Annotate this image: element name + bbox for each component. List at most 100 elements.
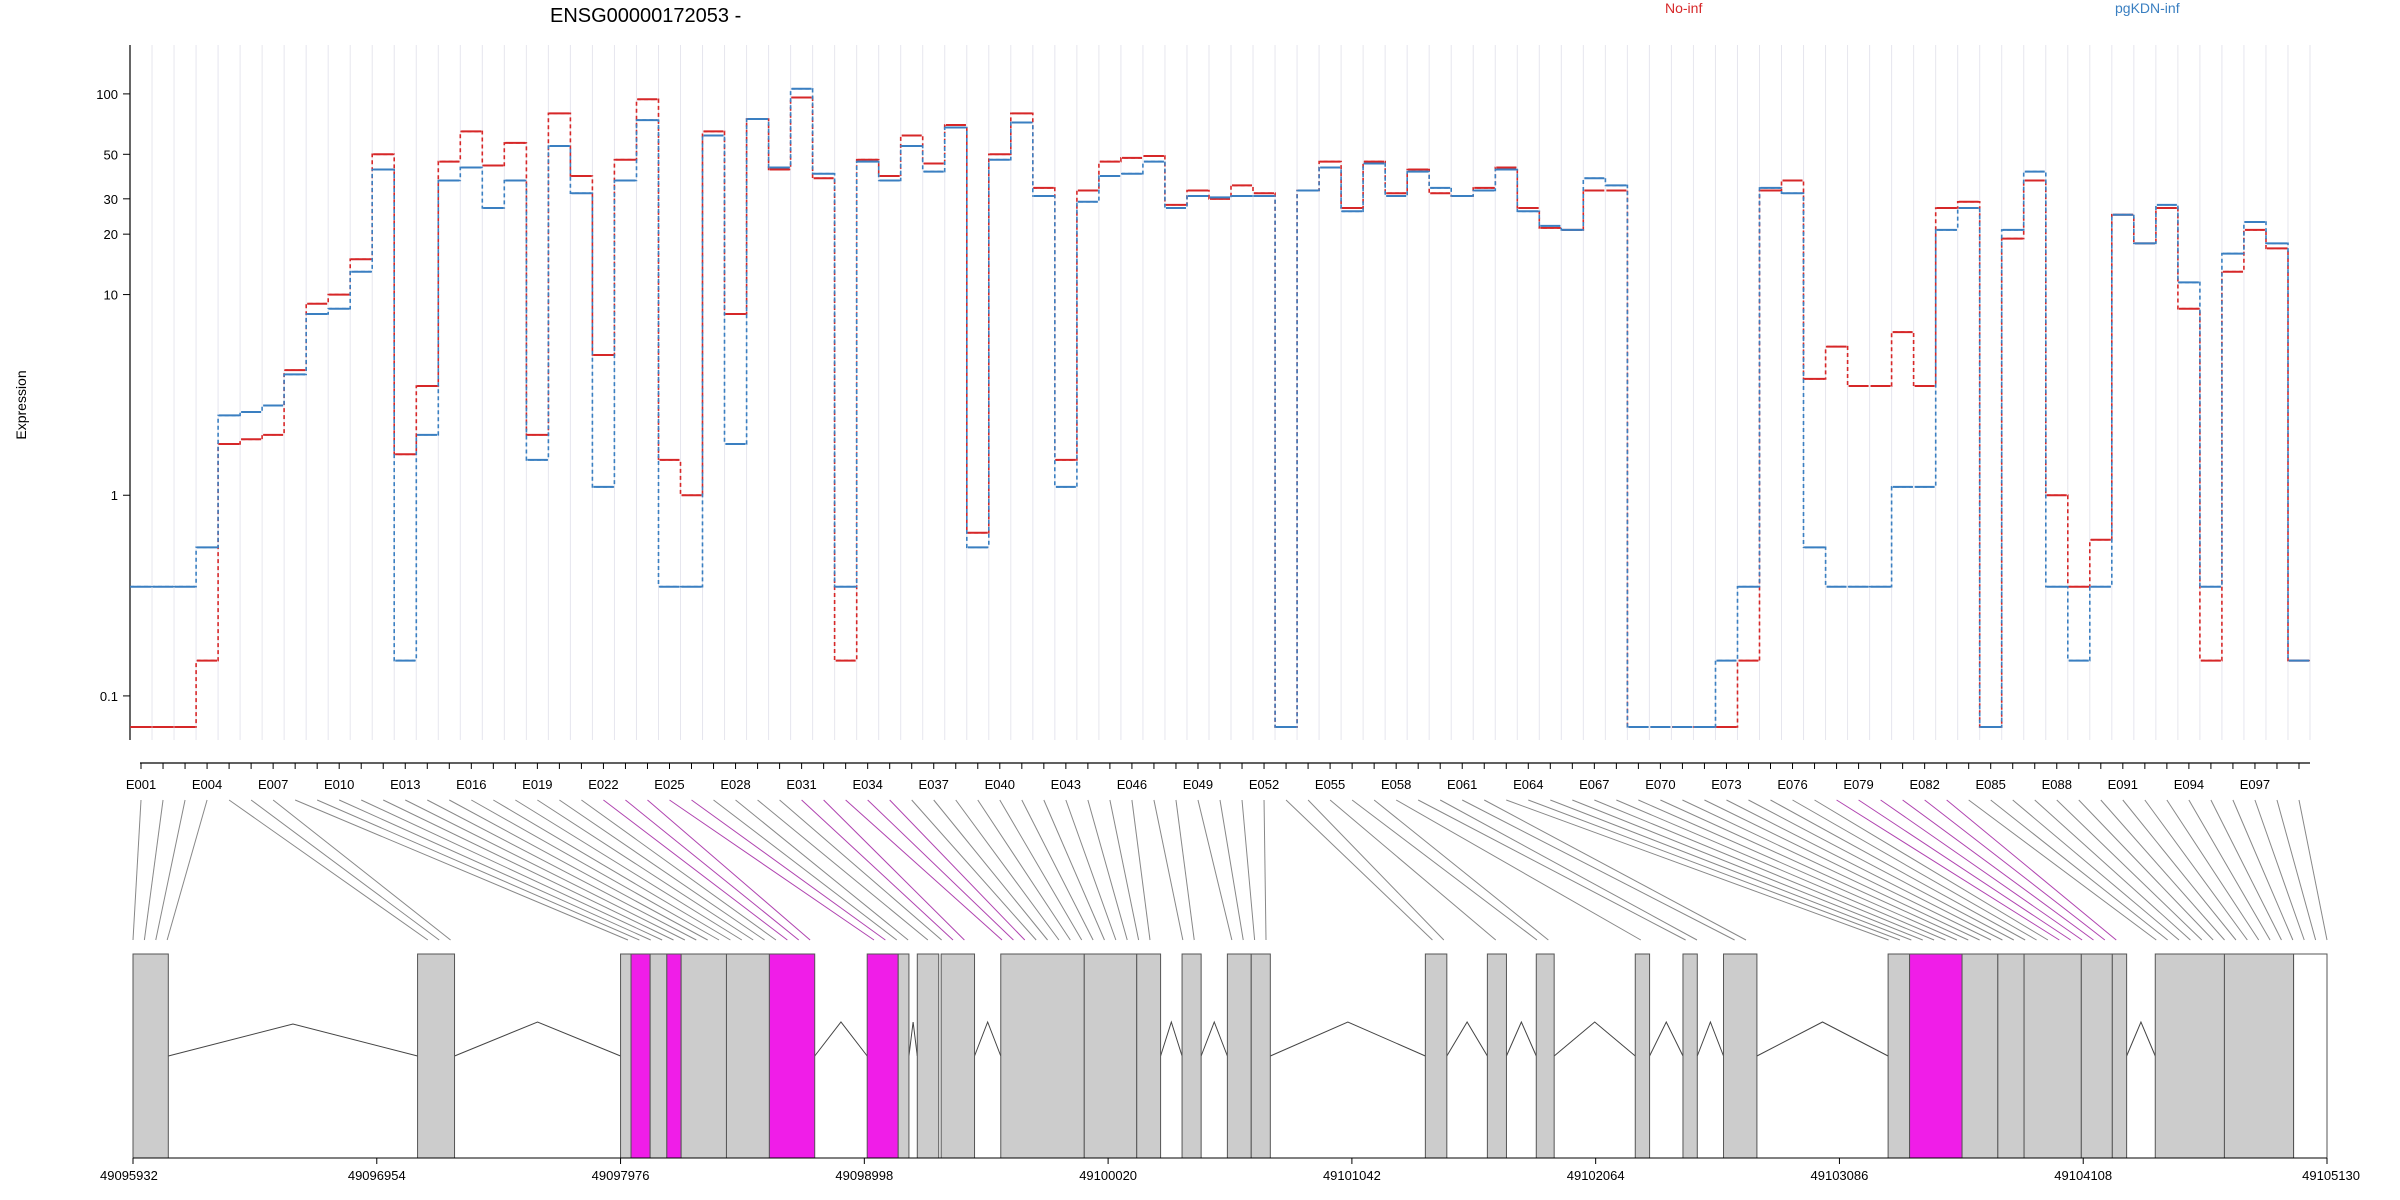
series-lines: [130, 87, 2310, 728]
exon-connector: [1065, 799, 1117, 941]
intron-line: [454, 1021, 621, 1057]
exon-connector: [669, 799, 875, 941]
exon-block: [649, 953, 668, 1159]
y-axis: 0.1 1 10 20 30 50 100: [96, 45, 131, 740]
exon-block: [768, 953, 816, 1159]
intron-line: [1200, 1020, 1228, 1057]
chart-title: ENSG00000172053 -: [550, 5, 741, 27]
exon-connector: [823, 799, 965, 941]
y-tick-label: 0.1: [100, 689, 118, 704]
intron-line: [1553, 1021, 1636, 1057]
exon-label: E070: [1645, 777, 1675, 792]
intron-line: [1270, 1021, 1426, 1057]
exon-connector: [1285, 799, 1433, 941]
exon-connector: [2122, 799, 2237, 941]
exon-connector: [294, 799, 629, 941]
vertical-gridlines: [129, 45, 2311, 740]
exon-block: [1136, 953, 1162, 1159]
exon-connector: [977, 799, 1071, 941]
intron-line: [1446, 1021, 1488, 1057]
exon-connectors: [132, 799, 2328, 941]
exon-label: E076: [1777, 777, 1807, 792]
coord-tick-label: 49096954: [348, 1168, 406, 1183]
exon-connector: [559, 799, 765, 941]
exon-connector: [132, 799, 142, 941]
coord-tick-label: 49098998: [835, 1168, 893, 1183]
exon-connector: [1660, 799, 1969, 941]
exon-connector: [889, 799, 1026, 941]
coord-tick-label: 49102064: [1567, 1168, 1625, 1183]
exon-connector: [933, 799, 1048, 941]
y-tick-label: 50: [104, 147, 118, 162]
coord-tick-label: 49104108: [2054, 1168, 2112, 1183]
exon-connector: [272, 799, 451, 941]
exon-block: [2023, 953, 2082, 1159]
exon-connector: [2034, 799, 2191, 941]
exon-block: [1181, 953, 1202, 1159]
exon-block: [132, 953, 169, 1159]
exon-label: E010: [324, 777, 354, 792]
exon-connector: [2144, 799, 2248, 941]
exon-connector: [779, 799, 942, 941]
exon-connector: [1461, 799, 1735, 941]
exon-label: E025: [654, 777, 684, 792]
exon-connector: [2298, 799, 2328, 941]
coord-tick-label: 49103086: [1811, 1168, 1869, 1183]
exon-connector: [1726, 799, 2003, 941]
exon-connector: [1307, 799, 1445, 941]
exon-block: [725, 953, 770, 1159]
exon-label: E058: [1381, 777, 1411, 792]
exon-connector: [1241, 799, 1256, 941]
exon-block: [1424, 953, 1448, 1159]
exon-label: E079: [1843, 777, 1873, 792]
exon-connector: [1087, 799, 1128, 941]
exon-connector: [1197, 799, 1233, 941]
exon-block: [1000, 953, 1085, 1159]
intron-line: [1756, 1021, 1889, 1057]
exon-block: [417, 953, 456, 1159]
exon-connector: [1395, 799, 1642, 941]
exon-block: [680, 953, 727, 1159]
legend-pgkdn-inf: pgKDN-inf: [2115, 0, 2180, 16]
exon-block: [2223, 953, 2295, 1159]
exon-label: E013: [390, 777, 420, 792]
exon-block: [2080, 953, 2113, 1159]
exon-connector: [1351, 799, 1538, 941]
exon-connector: [581, 799, 777, 941]
exon-connector: [316, 799, 640, 941]
exon-connector: [537, 799, 754, 941]
exon-connector: [1946, 799, 2117, 941]
y-tick-label: 1: [111, 488, 118, 503]
y-tick-label: 30: [104, 192, 118, 207]
exon-connector: [1484, 799, 1747, 941]
intron-line: [1696, 1020, 1724, 1057]
exon-connector: [1109, 799, 1140, 941]
intron-line: [1160, 1020, 1183, 1057]
exon-block: [1997, 953, 2025, 1159]
exon-connector: [1616, 799, 1946, 941]
exon-connector: [2232, 799, 2294, 941]
exon-connector: [955, 799, 1060, 941]
exon-connector: [1263, 799, 1267, 941]
exon-connector: [1880, 799, 2083, 941]
coord-tick-label: 49105130: [2302, 1168, 2360, 1183]
intron-line: [908, 1021, 918, 1057]
exon-block: [1723, 953, 1758, 1159]
exon-connector: [228, 799, 429, 941]
exon-block: [1909, 953, 1963, 1159]
exon-connector: [911, 799, 1037, 941]
exon-axis: E001 E004 E007 E010 E013 E016 E019 E022 E025 E028…: [126, 762, 2310, 792]
exon-connector: [1682, 799, 1980, 941]
series-line-no-inf: [130, 96, 2310, 728]
exon-label: E088: [2042, 777, 2072, 792]
exon-label: E019: [522, 777, 552, 792]
exon-connector: [2210, 799, 2282, 941]
exon-label: E004: [192, 777, 222, 792]
exon-block: [897, 953, 910, 1159]
exon-connector: [713, 799, 898, 941]
exon-label: E001: [126, 777, 156, 792]
exon-connector: [1990, 799, 2168, 941]
exon-connector: [361, 799, 663, 941]
exon-connector: [1439, 799, 1698, 941]
